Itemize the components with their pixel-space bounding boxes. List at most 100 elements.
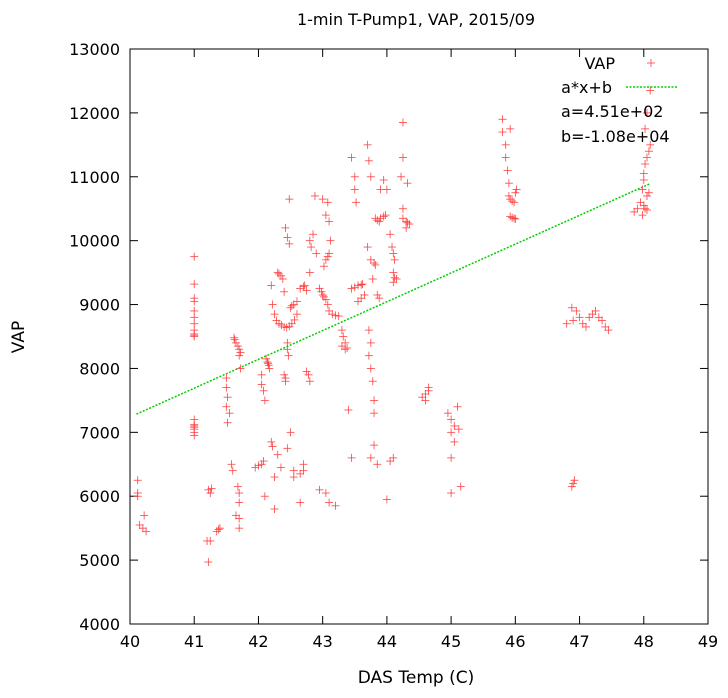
data-point xyxy=(270,505,279,513)
data-point xyxy=(641,204,650,213)
data-point xyxy=(366,172,375,181)
data-point xyxy=(273,268,282,277)
y-tick-label: 12000 xyxy=(69,104,120,123)
data-point xyxy=(235,351,244,360)
data-point xyxy=(323,198,332,207)
data-point xyxy=(366,453,375,462)
data-point xyxy=(190,252,199,261)
data-point xyxy=(328,310,337,319)
data-point xyxy=(642,206,651,214)
data-point xyxy=(278,275,287,283)
data-point xyxy=(235,498,244,507)
data-point xyxy=(283,444,292,453)
data-point xyxy=(230,335,239,344)
x-tick-label: 40 xyxy=(120,632,140,651)
data-point xyxy=(347,284,356,293)
data-point xyxy=(508,197,517,206)
data-point xyxy=(231,338,240,347)
data-point xyxy=(585,313,594,322)
data-point xyxy=(447,453,456,462)
data-point xyxy=(376,214,385,223)
data-point xyxy=(638,211,647,220)
data-point xyxy=(642,153,651,162)
data-point xyxy=(290,315,299,324)
data-point xyxy=(363,243,372,252)
x-tick-label: 46 xyxy=(505,632,525,651)
data-point xyxy=(567,482,576,491)
data-point xyxy=(641,160,650,168)
data-point xyxy=(403,179,412,188)
data-point xyxy=(447,415,456,424)
data-point xyxy=(575,313,584,322)
y-tick-label: 9000 xyxy=(79,296,120,315)
data-point xyxy=(424,383,433,392)
data-point xyxy=(501,140,510,149)
data-point xyxy=(325,498,334,507)
data-point xyxy=(511,188,520,197)
data-point xyxy=(284,351,293,360)
data-point xyxy=(292,310,301,319)
data-point xyxy=(305,268,314,277)
data-point xyxy=(604,326,613,335)
data-point xyxy=(257,460,266,469)
data-point xyxy=(133,476,142,485)
y-axis-title: VAP xyxy=(9,321,29,353)
data-point xyxy=(368,377,377,386)
data-point xyxy=(300,281,309,290)
data-point xyxy=(264,359,273,368)
data-point xyxy=(641,124,650,133)
data-point xyxy=(296,498,305,507)
data-point xyxy=(392,275,401,283)
data-point xyxy=(276,271,285,280)
data-point xyxy=(381,211,390,220)
data-point xyxy=(299,282,308,291)
data-point xyxy=(283,233,292,242)
data-point xyxy=(260,396,269,405)
data-point xyxy=(504,191,513,200)
data-point xyxy=(323,252,332,261)
data-point xyxy=(506,124,515,133)
data-point xyxy=(382,185,391,194)
data-point xyxy=(503,166,512,175)
data-point xyxy=(364,326,373,335)
data-point xyxy=(364,156,373,165)
data-point xyxy=(207,484,216,493)
data-point xyxy=(270,473,279,482)
legend: VAP a*x+b a=4.51e+02 b=-1.08e+04 xyxy=(561,54,678,146)
data-point xyxy=(368,275,377,283)
data-point xyxy=(601,322,610,331)
data-point xyxy=(307,243,316,252)
data-point xyxy=(569,316,578,325)
data-point xyxy=(222,383,231,392)
data-point xyxy=(138,524,147,533)
scatter-points xyxy=(133,86,655,567)
data-point xyxy=(212,527,221,536)
data-point xyxy=(402,223,411,232)
data-point xyxy=(390,273,399,282)
data-point xyxy=(501,153,510,162)
data-point xyxy=(287,301,296,310)
data-point xyxy=(598,316,607,325)
data-point xyxy=(352,198,361,207)
data-point xyxy=(364,351,373,360)
y-tick-label: 6000 xyxy=(79,487,120,506)
data-point xyxy=(360,290,369,299)
data-point xyxy=(309,230,318,239)
data-point xyxy=(389,453,398,462)
x-tick-label: 42 xyxy=(248,632,268,651)
data-point xyxy=(270,310,279,319)
data-point xyxy=(373,290,382,299)
x-tick-label: 47 xyxy=(569,632,589,651)
data-point xyxy=(397,172,406,181)
data-point xyxy=(370,396,379,405)
data-point xyxy=(389,249,398,258)
data-point xyxy=(357,280,366,289)
data-point xyxy=(230,333,239,342)
data-point xyxy=(373,216,382,225)
data-point xyxy=(443,409,452,418)
data-point xyxy=(315,485,324,494)
data-point xyxy=(510,198,519,207)
plot-frame xyxy=(129,48,709,625)
data-point xyxy=(569,479,578,488)
data-point xyxy=(289,473,298,482)
